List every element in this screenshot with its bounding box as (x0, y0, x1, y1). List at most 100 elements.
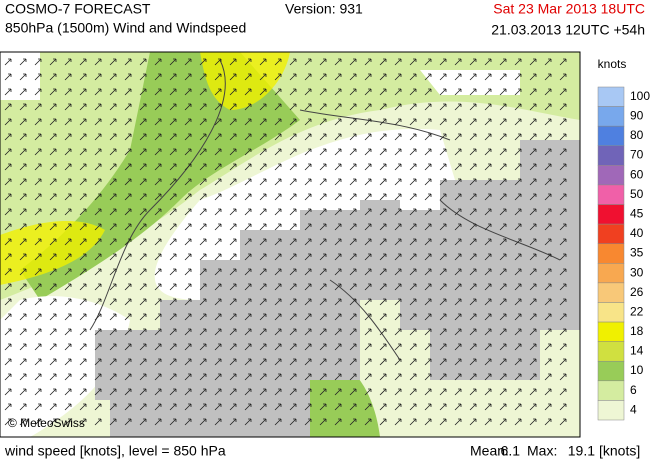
wind-arrow (94, 178, 102, 186)
wind-arrow (244, 343, 252, 351)
wind-arrow (454, 253, 462, 261)
wind-arrow (454, 103, 462, 111)
wind-arrow (379, 268, 387, 276)
wind-arrow (304, 253, 312, 261)
wind-arrow (484, 163, 492, 171)
wind-arrow (109, 253, 117, 261)
wind-arrow (439, 298, 447, 306)
wind-arrow (34, 88, 42, 96)
wind-arrow (394, 163, 402, 171)
wind-arrow (49, 343, 57, 351)
wind-arrow (169, 373, 177, 381)
wind-arrow (409, 388, 417, 396)
wind-arrow (514, 253, 522, 261)
wind-arrow (184, 343, 192, 351)
wind-arrow (424, 328, 432, 336)
wind-arrow (124, 133, 132, 141)
wind-arrow (544, 223, 552, 231)
wind-arrow (334, 313, 342, 321)
wind-arrow (199, 73, 207, 81)
wind-arrow (469, 358, 477, 366)
wind-arrow (499, 253, 507, 261)
wind-arrow (304, 388, 312, 396)
wind-arrow (94, 283, 102, 291)
wind-arrow (334, 343, 342, 351)
wind-arrow (394, 58, 402, 66)
wind-arrow (274, 238, 282, 246)
wind-arrow (244, 193, 252, 201)
wind-arrow (349, 253, 357, 261)
wind-arrow (124, 268, 132, 276)
wind-arrow (424, 118, 432, 126)
wind-arrow (229, 418, 237, 426)
wind-arrow (139, 223, 147, 231)
wind-arrow (364, 343, 372, 351)
wind-arrow (214, 373, 222, 381)
wind-arrow (169, 58, 177, 66)
wind-arrow (79, 193, 87, 201)
wind-arrow (334, 163, 342, 171)
wind-arrow (334, 253, 342, 261)
wind-arrow (79, 313, 87, 321)
wind-arrow (64, 208, 72, 216)
wind-arrow (109, 88, 117, 96)
wind-arrow (529, 223, 537, 231)
wind-arrow (349, 343, 357, 351)
wind-arrow (304, 283, 312, 291)
wind-arrow (109, 283, 117, 291)
wind-arrow (274, 403, 282, 411)
wind-arrow (244, 298, 252, 306)
wind-arrow (499, 403, 507, 411)
wind-arrow (49, 148, 57, 156)
wind-arrow (34, 253, 42, 261)
wind-arrow (199, 373, 207, 381)
wind-arrow (544, 103, 552, 111)
wind-arrow (379, 163, 387, 171)
wind-arrow (229, 118, 237, 126)
wind-arrow (154, 88, 162, 96)
wind-arrow (184, 73, 192, 81)
wind-arrow (154, 208, 162, 216)
wind-arrow (169, 178, 177, 186)
wind-arrow (124, 88, 132, 96)
wind-arrow (229, 73, 237, 81)
wind-arrow (499, 163, 507, 171)
legend-label: 18 (630, 324, 644, 338)
wind-arrow (544, 88, 552, 96)
wind-arrow (244, 373, 252, 381)
wind-arrow (139, 328, 147, 336)
wind-arrow (229, 403, 237, 411)
wind-arrow (154, 73, 162, 81)
wind-arrow (64, 193, 72, 201)
wind-arrow (124, 223, 132, 231)
wind-arrow (514, 373, 522, 381)
wind-arrow (214, 73, 222, 81)
wind-arrow (199, 358, 207, 366)
wind-arrow (64, 133, 72, 141)
wind-arrow (79, 178, 87, 186)
wind-arrow (34, 163, 42, 171)
wind-arrow (364, 208, 372, 216)
wind-arrow (424, 358, 432, 366)
wind-arrow (334, 328, 342, 336)
wind-arrow (139, 418, 147, 426)
legend-swatch (597, 223, 625, 244)
wind-arrow (499, 373, 507, 381)
wind-arrow (544, 208, 552, 216)
wind-arrow (94, 58, 102, 66)
wind-arrow (64, 403, 72, 411)
wind-arrow (94, 163, 102, 171)
wind-arrow (109, 268, 117, 276)
wind-arrow (514, 328, 522, 336)
wind-arrow (79, 103, 87, 111)
wind-arrow (274, 388, 282, 396)
wind-arrow (289, 163, 297, 171)
wind-arrow (49, 313, 57, 321)
wind-arrow (169, 418, 177, 426)
wind-arrow (4, 388, 12, 396)
wind-arrow (19, 358, 27, 366)
wind-arrow (139, 358, 147, 366)
wind-arrow (184, 148, 192, 156)
wind-arrow (124, 313, 132, 321)
wind-arrow (259, 193, 267, 201)
